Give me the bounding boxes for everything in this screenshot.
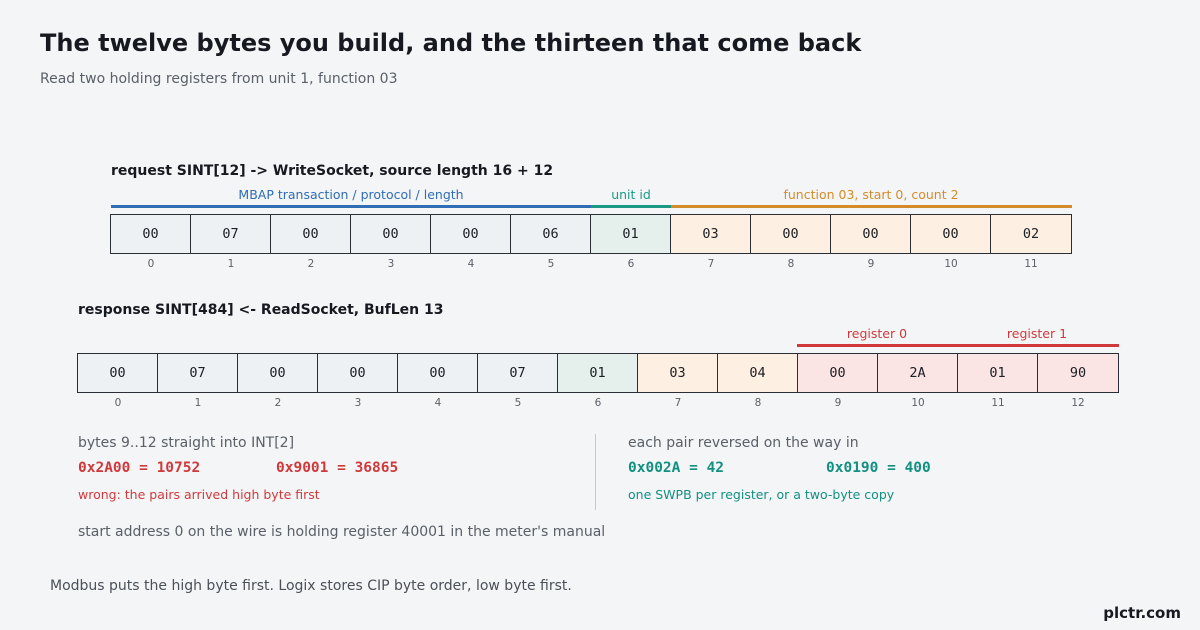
byte-index: 10	[944, 258, 958, 270]
byte-index: 11	[1024, 258, 1038, 270]
byte-index: 9	[834, 397, 842, 409]
response-byte: 07	[478, 354, 558, 392]
byte-index: 12	[1071, 397, 1085, 409]
left-panel-heading: bytes 9..12 straight into INT[2]	[78, 435, 295, 451]
byte-index: 6	[594, 397, 602, 409]
request-byte: 00	[271, 215, 351, 253]
byte-index: 2	[274, 397, 282, 409]
byte-index: 5	[547, 258, 555, 270]
response-byte-frame: 00 07 00 00 00 07 01 03 04 00 2A 01 90	[77, 353, 1119, 393]
byte-index: 7	[707, 258, 715, 270]
correct-value-register-1: 0x0190 = 400	[826, 460, 931, 476]
byte-index: 5	[514, 397, 522, 409]
response-byte: 04	[718, 354, 798, 392]
request-byte: 06	[511, 215, 591, 253]
byte-index: 11	[991, 397, 1005, 409]
request-byte: 00	[431, 215, 511, 253]
wrong-value-register-1: 0x9001 = 36865	[276, 460, 399, 476]
request-byte: 02	[991, 215, 1071, 253]
response-byte: 00	[398, 354, 478, 392]
segment-label-function: function 03, start 0, count 2	[783, 187, 959, 202]
wrong-value-register-0: 0x2A00 = 10752	[78, 460, 201, 476]
address-note: start address 0 on the wire is holding r…	[78, 524, 606, 540]
segment-bar-function	[671, 205, 1072, 208]
byte-index: 9	[867, 258, 875, 270]
panel-divider	[595, 434, 596, 510]
right-panel-heading: each pair reversed on the way in	[628, 435, 859, 451]
response-byte: 01	[558, 354, 638, 392]
request-byte: 07	[191, 215, 271, 253]
byte-index: 2	[307, 258, 315, 270]
segment-label-register-0: register 0	[846, 326, 908, 341]
byte-index: 8	[787, 258, 795, 270]
byte-index: 4	[434, 397, 442, 409]
segment-bar-register-0	[797, 344, 957, 347]
response-byte: 00	[798, 354, 878, 392]
request-index-row: 0 1 2 3 4 5 6 7 8 9 10 11	[111, 258, 1071, 270]
byte-index: 3	[354, 397, 362, 409]
segment-bar-unit-id	[591, 205, 671, 208]
segment-label-unit-id: unit id	[611, 187, 651, 202]
request-byte: 00	[831, 215, 911, 253]
response-byte: 01	[958, 354, 1038, 392]
request-byte: 00	[911, 215, 991, 253]
byte-index: 1	[194, 397, 202, 409]
response-label: response SINT[484] <- ReadSocket, BufLen…	[78, 302, 444, 318]
page-subtitle: Read two holding registers from unit 1, …	[40, 71, 398, 87]
response-byte: 03	[638, 354, 718, 392]
byte-index: 6	[627, 258, 635, 270]
page-title: The twelve bytes you build, and the thir…	[40, 29, 862, 57]
segment-label-mbap: MBAP transaction / protocol / length	[238, 187, 464, 202]
response-byte: 00	[78, 354, 158, 392]
footer-note: Modbus puts the high byte first. Logix s…	[50, 578, 572, 594]
response-index-row: 0 1 2 3 4 5 6 7 8 9 10 11 12	[78, 397, 1118, 409]
byte-index: 0	[147, 258, 155, 270]
byte-index: 7	[674, 397, 682, 409]
brand-logo: plctr.com	[1103, 604, 1181, 622]
right-panel-note: one SWPB per register, or a two-byte cop…	[628, 487, 895, 502]
request-byte-frame: 00 07 00 00 00 06 01 03 00 00 00 02	[110, 214, 1072, 254]
byte-index: 1	[227, 258, 235, 270]
response-byte: 07	[158, 354, 238, 392]
correct-value-register-0: 0x002A = 42	[628, 460, 725, 476]
request-byte: 00	[351, 215, 431, 253]
segment-bar-register-1	[957, 344, 1119, 347]
response-byte: 00	[238, 354, 318, 392]
request-byte: 00	[111, 215, 191, 253]
segment-bar-mbap	[111, 205, 591, 208]
response-byte: 00	[318, 354, 398, 392]
byte-index: 8	[754, 397, 762, 409]
byte-index: 10	[911, 397, 925, 409]
byte-index: 4	[467, 258, 475, 270]
request-label: request SINT[12] -> WriteSocket, source …	[111, 163, 554, 179]
response-byte: 2A	[878, 354, 958, 392]
request-byte: 01	[591, 215, 671, 253]
request-byte: 03	[671, 215, 751, 253]
byte-index: 3	[387, 258, 395, 270]
response-byte: 90	[1038, 354, 1118, 392]
request-byte: 00	[751, 215, 831, 253]
byte-index: 0	[114, 397, 122, 409]
left-panel-note: wrong: the pairs arrived high byte first	[78, 487, 320, 502]
segment-label-register-1: register 1	[1006, 326, 1068, 341]
